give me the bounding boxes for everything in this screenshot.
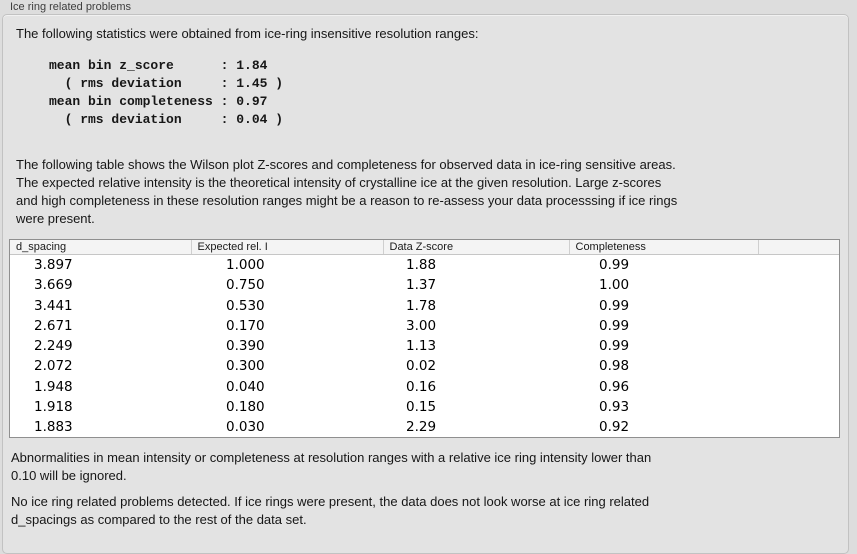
table-cell (758, 296, 839, 316)
table-description: The following table shows the Wilson plo… (16, 157, 678, 226)
table-header-row: d_spacing Expected rel. I Data Z-score C… (10, 240, 839, 255)
table-body: 3.897 1.000 1.88 0.99 3.669 0.750 1.37 1.00 3.44… (10, 255, 839, 438)
stats-block: mean bin z_score : 1.84 ( rms deviation … (49, 58, 284, 127)
table-cell: 0.030 (226, 419, 265, 436)
table-cell (758, 417, 839, 437)
table-row[interactable]: 3.441 0.530 1.78 0.99 (10, 296, 839, 316)
table-cell: 0.92 (599, 419, 630, 436)
column-header-completeness[interactable]: Completeness (569, 240, 759, 255)
table-cell (758, 377, 839, 397)
table-cell: 0.15 (406, 399, 437, 416)
table-cell: 1.13 (406, 338, 437, 355)
table-cell: 0.99 (599, 317, 630, 334)
table-cell: 0.16 (406, 378, 437, 395)
ice-ring-table[interactable]: d_spacing Expected rel. I Data Z-score C… (9, 239, 840, 438)
table-cell: 2.29 (406, 419, 437, 436)
table-cell: 1.78 (406, 297, 437, 314)
conclusion-text: No ice ring related problems detected. I… (11, 494, 650, 527)
table-cell: 0.530 (226, 297, 265, 314)
column-header-empty (758, 240, 839, 255)
table-row[interactable]: 1.948 0.040 0.16 0.96 (10, 377, 839, 397)
table-row[interactable]: 1.918 0.180 0.15 0.93 (10, 397, 839, 417)
table-cell (758, 275, 839, 295)
table-cell: 0.750 (226, 277, 265, 294)
table-cell: 3.441 (34, 297, 73, 314)
table-cell: 1.948 (34, 378, 73, 395)
table-cell: 1.883 (34, 419, 73, 436)
table-cell: 0.99 (599, 257, 630, 273)
ice-ring-data-table: d_spacing Expected rel. I Data Z-score C… (10, 240, 839, 438)
table-row[interactable]: 3.669 0.750 1.37 1.00 (10, 275, 839, 295)
table-cell: 0.99 (599, 338, 630, 355)
table-cell: 1.000 (226, 257, 265, 273)
intro-text: The following statistics were obtained f… (16, 26, 479, 41)
table-cell (758, 316, 839, 336)
column-header-data-z-score[interactable]: Data Z-score (383, 240, 570, 255)
ignore-note: Abnormalities in mean intensity or compl… (11, 450, 652, 483)
table-row[interactable]: 2.671 0.170 3.00 0.99 (10, 316, 839, 336)
table-cell: 3.669 (34, 277, 73, 294)
table-cell: 0.390 (226, 338, 265, 355)
table-cell: 3.897 (34, 257, 73, 273)
column-header-expected-rel-i[interactable]: Expected rel. I (191, 240, 384, 255)
table-cell: 1.37 (406, 277, 437, 294)
table-cell: 0.96 (599, 378, 630, 395)
table-row[interactable]: 1.883 0.030 2.29 0.92 (10, 417, 839, 437)
table-cell: 0.040 (226, 378, 265, 395)
table-cell: 0.02 (406, 358, 437, 375)
table-cell: 0.170 (226, 317, 265, 334)
table-cell: 1.918 (34, 399, 73, 416)
table-row[interactable]: 3.897 1.000 1.88 0.99 (10, 255, 839, 276)
table-cell: 2.072 (34, 358, 73, 375)
table-cell: 2.249 (34, 338, 73, 355)
table-cell: 0.98 (599, 358, 630, 375)
table-cell: 0.180 (226, 399, 265, 416)
groupbox-title: Ice ring related problems (10, 1, 132, 13)
table-cell: 0.300 (226, 358, 265, 375)
table-row[interactable]: 2.249 0.390 1.13 0.99 (10, 336, 839, 356)
table-cell (758, 255, 839, 276)
table-cell: 0.93 (599, 399, 630, 416)
table-cell: 3.00 (406, 317, 437, 334)
table-cell: 1.88 (406, 257, 437, 273)
table-cell (758, 356, 839, 376)
table-row[interactable]: 2.072 0.300 0.02 0.98 (10, 356, 839, 376)
table-cell: 1.00 (599, 277, 630, 294)
table-cell (758, 336, 839, 356)
table-cell (758, 397, 839, 417)
column-header-d-spacing[interactable]: d_spacing (10, 240, 192, 255)
table-cell: 2.671 (34, 317, 73, 334)
table-cell: 0.99 (599, 297, 630, 314)
